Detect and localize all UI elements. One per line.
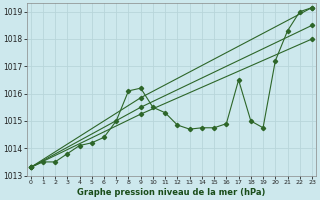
X-axis label: Graphe pression niveau de la mer (hPa): Graphe pression niveau de la mer (hPa) xyxy=(77,188,266,197)
